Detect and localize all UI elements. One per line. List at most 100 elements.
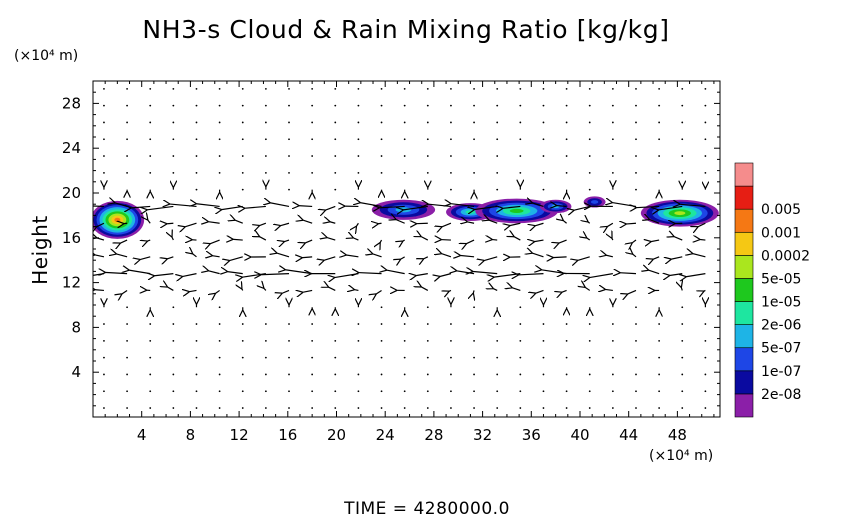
wind-vector bbox=[259, 222, 267, 226]
wind-vector bbox=[635, 390, 637, 393]
wind-vector bbox=[172, 104, 175, 107]
wind-vector bbox=[658, 323, 661, 325]
y-tick-label: 12 bbox=[62, 274, 81, 292]
wind-vector bbox=[146, 239, 151, 241]
wind-vector bbox=[542, 87, 545, 90]
wind-vector bbox=[334, 390, 337, 393]
wind-vector bbox=[149, 171, 152, 174]
wind-vector bbox=[450, 356, 452, 359]
wind-vector bbox=[334, 104, 337, 107]
wind-vector bbox=[685, 273, 706, 277]
wind-vector bbox=[556, 205, 567, 206]
wind-vector bbox=[380, 390, 383, 393]
wind-vector bbox=[649, 219, 660, 224]
wind-vector bbox=[542, 323, 545, 325]
wind-vector bbox=[589, 273, 613, 278]
wind-vector bbox=[496, 171, 499, 174]
wind-vector bbox=[426, 390, 429, 393]
wind-vector bbox=[704, 155, 707, 157]
wind-vector bbox=[441, 253, 452, 258]
wind-vector bbox=[423, 256, 429, 259]
wind-vector bbox=[588, 188, 591, 191]
wind-vector bbox=[334, 87, 337, 90]
wind-vector bbox=[611, 87, 614, 90]
wind-vector bbox=[611, 356, 614, 359]
wind-vector bbox=[535, 289, 544, 293]
wind-vector bbox=[658, 373, 661, 376]
wind-vector bbox=[149, 138, 152, 141]
wind-vector bbox=[542, 356, 545, 359]
wind-vector bbox=[195, 87, 198, 90]
wind-vector bbox=[126, 339, 128, 342]
wind-vector bbox=[264, 104, 267, 107]
wind-vector bbox=[426, 138, 429, 141]
wind-vector bbox=[103, 323, 105, 325]
wind-vector bbox=[378, 206, 405, 207]
wind-vector bbox=[244, 206, 266, 208]
colorbar-legend: 2e-08 1e-07 5e-07 2e-06 1e-05 5e-05 0.0002 0.00… bbox=[734, 162, 810, 418]
wind-vector bbox=[259, 236, 267, 241]
wind-vector bbox=[288, 121, 290, 124]
colorbar-swatch bbox=[734, 185, 754, 210]
wind-vector bbox=[565, 104, 568, 107]
wind-vector bbox=[704, 356, 707, 359]
wind-vector bbox=[241, 87, 244, 90]
wind-vector bbox=[96, 222, 105, 227]
wind-vector bbox=[565, 339, 568, 342]
wind-vector bbox=[450, 87, 452, 90]
wind-vector bbox=[611, 323, 614, 325]
wind-vector bbox=[681, 407, 684, 409]
wind-vector bbox=[611, 155, 614, 157]
wind-vector bbox=[357, 87, 360, 90]
wind-vector bbox=[625, 223, 637, 224]
wind-vector bbox=[172, 390, 175, 393]
wind-vector bbox=[681, 306, 684, 309]
cloud-contour bbox=[590, 200, 599, 204]
wind-vector bbox=[103, 339, 105, 342]
wind-vector bbox=[611, 104, 614, 107]
wind-vector bbox=[283, 239, 290, 242]
wind-vector bbox=[288, 138, 290, 141]
wind-vector bbox=[670, 256, 683, 260]
wind-vector bbox=[149, 87, 152, 90]
wind-vector bbox=[103, 138, 105, 141]
wind-vector bbox=[635, 373, 637, 376]
wind-vector bbox=[541, 270, 567, 275]
wind-vector bbox=[611, 407, 614, 409]
wind-vector bbox=[264, 155, 267, 157]
wind-vector bbox=[218, 155, 221, 157]
wind-vector bbox=[301, 257, 313, 258]
x-tick-label: 32 bbox=[473, 426, 492, 444]
wind-vector bbox=[542, 155, 545, 157]
wind-vector bbox=[473, 155, 475, 157]
colorbar-label: 5e-05 bbox=[761, 271, 801, 287]
wind-vector bbox=[334, 323, 337, 325]
chart-title: NH3-s Cloud & Rain Mixing Ratio [kg/kg] bbox=[142, 15, 669, 44]
wind-vector bbox=[241, 407, 244, 409]
wind-vector bbox=[450, 104, 452, 107]
wind-vector bbox=[426, 339, 429, 342]
x-tick-label: 36 bbox=[522, 426, 541, 444]
wind-vector bbox=[149, 155, 152, 157]
wind-vector bbox=[334, 171, 337, 174]
wind-vector bbox=[103, 155, 105, 157]
wind-vector bbox=[195, 373, 198, 376]
wind-vector bbox=[356, 222, 359, 227]
wind-vector bbox=[561, 289, 567, 292]
wind-vector bbox=[147, 219, 151, 224]
wind-vector bbox=[518, 274, 544, 275]
y-tick-label: 20 bbox=[62, 184, 81, 202]
wind-vector bbox=[441, 222, 452, 227]
y-tick-label: 28 bbox=[62, 94, 81, 112]
wind-vector bbox=[565, 356, 568, 359]
wind-vector bbox=[635, 339, 637, 342]
wind-vector bbox=[588, 407, 591, 409]
y-tick-label: 16 bbox=[62, 229, 81, 247]
wind-vector bbox=[121, 289, 128, 294]
wind-vector bbox=[473, 104, 475, 107]
wind-vector bbox=[519, 138, 522, 141]
wind-vector bbox=[565, 138, 568, 141]
wind-vector bbox=[380, 121, 383, 124]
cloud-contour bbox=[509, 208, 524, 213]
wind-vector bbox=[128, 270, 151, 275]
